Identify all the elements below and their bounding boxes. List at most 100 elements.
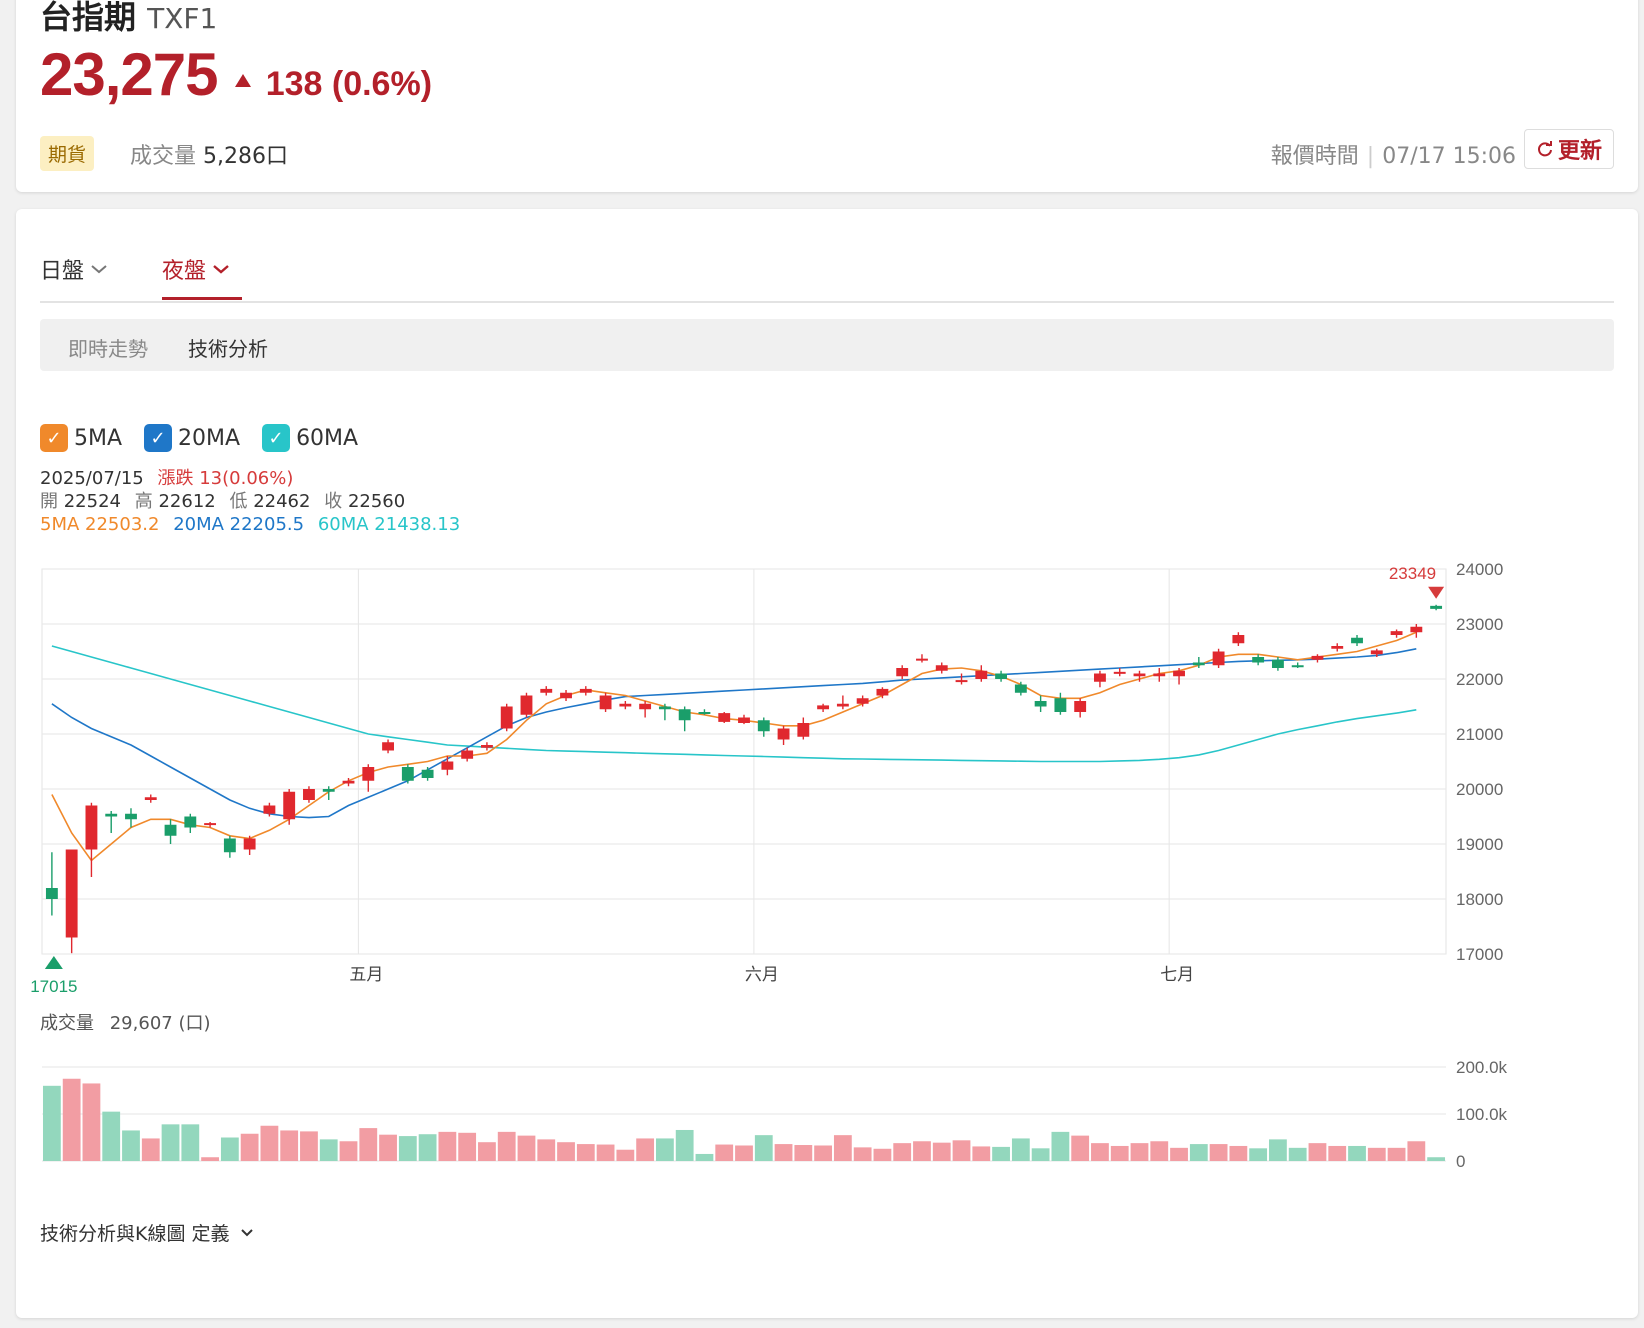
volume-bar [1387,1147,1406,1161]
candle-body [579,688,592,693]
volume-bar [42,1085,61,1161]
ohlc-date: 2025/07/15 [40,468,144,489]
y-tick-label: 17000 [1456,945,1503,964]
candle [678,706,691,732]
volume-bar [814,1145,832,1161]
candle-body [1271,659,1284,668]
checkbox-checked-icon[interactable]: ✓ [262,424,291,452]
candle-body [698,712,711,714]
candle-body [560,692,572,699]
candle-body [540,688,553,693]
candle [1192,657,1205,668]
candle [65,849,78,954]
ma5-line [51,631,1417,862]
candle-body [1192,662,1205,666]
ohlc-open: 22524 [63,491,121,512]
volume-bar [418,1134,437,1161]
candle [1430,604,1443,611]
volume-bar [379,1134,397,1161]
candle [362,764,375,792]
volume-bar [201,1157,219,1161]
candle [1410,624,1423,638]
candle [401,764,414,784]
volume-bar [1051,1131,1070,1161]
candle [105,811,118,833]
ohlc-high: 22612 [158,491,216,512]
candle-body [1311,655,1324,660]
y-tick-label: 18000 [1456,890,1503,909]
ohlc-change-value: 13(0.06%) [199,468,294,489]
candle [1370,648,1383,657]
chevron-down-icon [213,265,229,274]
volume-chart[interactable]: 200.0k 100.0k 0 [16,1049,1638,1179]
volume-chart-value: 29,607 (口) [109,1013,211,1034]
tab-realtime[interactable]: 即時走勢 [68,337,148,361]
volume-bar [1308,1143,1327,1161]
candle [718,712,731,723]
candlestick-chart[interactable]: 24000 23000 22000 21000 20000 19000 18000 17000… [16,559,1638,1004]
ma5-toggle[interactable]: ✓ 5MA [40,424,122,452]
y-tick-label: 21000 [1456,725,1503,744]
quote-card: 台指期 TXF1 23,275 138 (0.6%) 期貨 成交量 5,286口… [16,0,1638,192]
candle [817,703,830,712]
volume-bar [1288,1147,1307,1161]
candle-body [836,703,849,707]
ohlc-low-label: 低 [229,491,248,512]
instrument-code: TXF1 [147,2,218,35]
volume-bar [359,1128,378,1161]
candle-body [164,824,177,836]
candle [995,670,1008,682]
ohlc-high-label: 高 [134,491,153,512]
candle-body [1094,673,1106,682]
candle [658,703,671,721]
futures-badge: 期貨 [40,136,95,171]
ohlc-ma20: 20MA 22205.5 [173,514,305,535]
candle-body [144,797,157,800]
tab-day-session[interactable]: 日盤 [40,253,108,285]
candle-body [1430,605,1443,609]
candle [1094,670,1106,688]
candle-body [1034,701,1047,707]
candle-body [223,838,236,853]
candle [619,701,632,710]
candle-body [85,805,98,850]
candle-body [362,767,375,781]
volume-bar [300,1131,318,1161]
definition-toggle[interactable]: 技術分析與K線圖 定義 [40,1219,254,1246]
volume-bar [458,1132,477,1161]
candle [283,789,296,825]
x-month-label: 七月 [1160,965,1194,985]
volume-bar [240,1133,259,1161]
checkbox-checked-icon[interactable]: ✓ [40,424,68,452]
ma-toggles: ✓ 5MA ✓ 20MA ✓ 60MA [40,424,358,452]
ma20-toggle[interactable]: ✓ 20MA [144,424,240,452]
candle [322,786,335,800]
volume-bar [952,1140,971,1161]
checkbox-checked-icon[interactable]: ✓ [144,424,173,452]
volume-bar [1011,1138,1030,1161]
volume-bar [141,1138,160,1161]
ohlc-open-label: 開 [40,491,58,512]
tab-technical-analysis[interactable]: 技術分析 [188,337,268,361]
volume-bar [893,1143,912,1161]
refresh-button[interactable]: 更新 [1524,129,1614,169]
volume-bar [754,1135,773,1161]
ohlc-change-label: 漲跌 [157,468,194,489]
volume-bar [932,1142,951,1161]
ma60-toggle[interactable]: ✓ 60MA [262,424,358,452]
candle-body [658,706,671,710]
session-tabs: 日盤 夜盤 [40,237,1614,303]
candle-body [342,780,355,784]
x-month-label: 五月 [349,965,383,985]
candle [1054,692,1067,715]
ohlc-info: 2025/07/15 漲跌 13(0.06%) 開 22524 高 22612 … [40,467,460,536]
candle [1153,668,1166,682]
volume-bar [833,1135,852,1161]
candle [639,701,652,718]
tab-night-session[interactable]: 夜盤 [162,253,230,285]
candle-body [1410,626,1423,633]
candle [1133,670,1146,682]
candle-body [401,767,414,781]
volume-bar [1249,1148,1268,1161]
candle [263,802,276,817]
